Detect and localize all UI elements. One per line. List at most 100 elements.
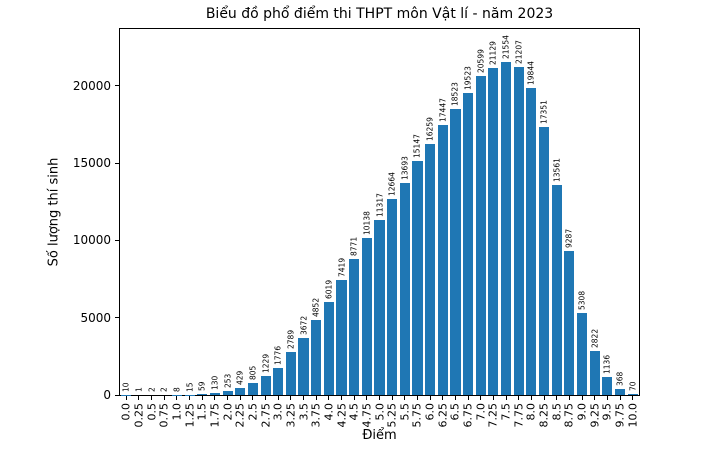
bar [501, 61, 512, 395]
bar [564, 251, 575, 395]
bar [285, 351, 296, 395]
bar-value-label: 15 [184, 382, 194, 392]
bar-value-label: 2 [159, 387, 169, 392]
x-tick-label: 9.75 [613, 403, 627, 428]
x-tick-label: 6.75 [461, 403, 475, 428]
y-tick-label: 20000 [72, 78, 111, 93]
bar-value-label: 10138 [362, 211, 372, 236]
bar [235, 388, 246, 395]
x-tick [252, 396, 254, 400]
x-tick [265, 396, 267, 400]
bar [437, 125, 448, 395]
x-tick [277, 396, 279, 400]
bar-value-label: 5308 [577, 290, 587, 310]
bar-value-label: 13561 [551, 158, 561, 183]
bar [361, 238, 372, 395]
bar-value-label: 9287 [564, 229, 574, 249]
y-tick-label: 15000 [72, 156, 111, 171]
x-tick [201, 396, 203, 400]
bar-value-label: 15147 [412, 133, 422, 158]
x-tick-label: 7.25 [486, 403, 500, 428]
bar-value-label: 2789 [286, 329, 296, 349]
bar [399, 183, 410, 395]
x-tick-label: 7.0 [474, 403, 488, 421]
x-tick-label: 9.0 [575, 403, 589, 421]
x-tick [176, 396, 178, 400]
bar [209, 393, 220, 395]
x-tick-label: 2.5 [246, 403, 260, 421]
x-tick-label: 8.25 [537, 403, 551, 428]
bar-value-label: 13693 [400, 156, 410, 181]
x-tick-label: 4.75 [360, 403, 374, 428]
bar-value-label: 8 [172, 387, 182, 392]
y-tick [115, 85, 119, 87]
y-axis-label: Số lượng thí sinh [46, 157, 62, 267]
x-tick [581, 396, 583, 400]
x-axis-label: Điểm [362, 428, 397, 443]
bar [526, 88, 537, 395]
x-tick [530, 396, 532, 400]
bar-value-label: 21129 [488, 41, 498, 66]
bar-value-label: 17351 [539, 99, 549, 124]
x-tick-label: 5.75 [410, 403, 424, 428]
bar [488, 68, 499, 395]
bar-value-label: 1136 [602, 355, 612, 375]
x-tick-label: 1.75 [208, 403, 222, 428]
x-tick [379, 396, 380, 400]
bar [425, 143, 436, 395]
x-tick-label: 2.75 [259, 403, 273, 428]
y-tick [115, 239, 119, 241]
x-tick [416, 396, 418, 400]
x-tick [138, 396, 140, 400]
x-tick [404, 396, 406, 400]
x-tick [239, 396, 241, 400]
bar [197, 394, 208, 395]
bar-value-label: 1776 [273, 345, 283, 365]
bar-value-label: 4852 [311, 297, 321, 317]
bar [475, 76, 486, 395]
x-tick [556, 396, 558, 400]
x-tick-label: 4.5 [347, 403, 361, 421]
bar-value-label: 8771 [349, 237, 359, 257]
x-tick-label: 1.0 [170, 403, 184, 421]
x-tick-label: 5.25 [385, 403, 399, 428]
bar-value-label: 21207 [513, 40, 523, 65]
bar-value-label: 7419 [336, 258, 346, 278]
bar-value-label: 21554 [501, 34, 511, 59]
bar [589, 351, 600, 395]
bar-value-label: 10 [121, 382, 131, 392]
bar-value-label: 70 [627, 381, 637, 391]
bar-value-label: 19523 [463, 66, 473, 91]
bar [513, 67, 524, 395]
x-tick-label: 6.5 [448, 403, 462, 421]
bar [450, 108, 461, 395]
x-tick [151, 396, 153, 400]
bar [538, 126, 550, 395]
x-tick [227, 396, 229, 400]
x-tick [353, 396, 355, 400]
y-tick-label: 0 [103, 388, 111, 402]
x-tick-label: 2.0 [221, 403, 235, 421]
x-tick-label: 8.0 [524, 403, 538, 421]
x-tick [505, 396, 507, 400]
bar [387, 199, 398, 395]
x-tick-label: 10.0 [626, 403, 640, 428]
bar-value-label: 1229 [260, 353, 270, 373]
bar [349, 259, 360, 395]
bar-value-label: 19844 [526, 61, 536, 86]
bar-value-label: 429 [235, 371, 245, 386]
x-tick-label: 6.25 [436, 403, 450, 428]
x-tick-label: 2.25 [233, 403, 247, 428]
y-tick [115, 394, 119, 396]
bar [576, 312, 588, 395]
bar-value-label: 6019 [324, 279, 334, 299]
bar [614, 389, 626, 395]
bar [298, 338, 309, 395]
x-tick [568, 396, 570, 400]
bar [551, 185, 562, 395]
bar-value-label: 2 [146, 387, 156, 392]
x-tick-label: 0.75 [157, 403, 171, 428]
bar [412, 160, 423, 395]
x-tick [429, 396, 431, 400]
